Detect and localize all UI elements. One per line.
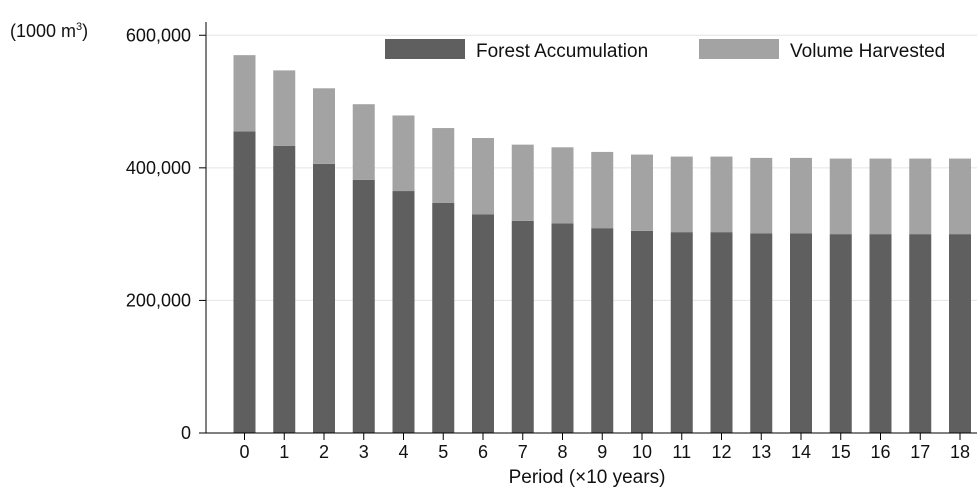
bar-forest-accumulation <box>670 232 693 433</box>
bar-volume-harvested <box>511 144 534 221</box>
x-tick-label: 5 <box>438 442 448 462</box>
bar-volume-harvested <box>750 157 773 234</box>
bar-volume-harvested <box>631 154 653 231</box>
x-tick-label: 8 <box>557 442 567 462</box>
bar-forest-accumulation <box>829 234 852 433</box>
legend-swatch-forest-accumulation <box>385 39 465 59</box>
x-tick-label: 7 <box>518 442 528 462</box>
bar-volume-harvested <box>909 158 932 235</box>
x-tick-label: 17 <box>910 442 930 462</box>
bar-volume-harvested <box>829 158 852 235</box>
bar-volume-harvested <box>352 104 375 180</box>
bar-forest-accumulation <box>909 234 932 433</box>
bar-forest-accumulation <box>750 233 773 433</box>
bar-forest-accumulation <box>432 202 455 433</box>
x-tick-label: 11 <box>672 442 691 462</box>
bar-volume-harvested <box>273 70 296 146</box>
bar-forest-accumulation <box>551 223 574 433</box>
x-tick-label: 12 <box>711 442 731 462</box>
bar-forest-accumulation <box>472 214 494 433</box>
x-tick-label: 1 <box>279 442 289 462</box>
y-unit-prefix: (1000 m <box>10 21 76 41</box>
y-tick-label: 600,000 <box>126 25 191 45</box>
y-tick-label: 0 <box>181 423 191 443</box>
bar-volume-harvested <box>313 88 335 164</box>
y-tick-label: 200,000 <box>126 290 191 310</box>
x-tick-label: 15 <box>831 442 851 462</box>
bar-forest-accumulation <box>511 220 534 433</box>
y-unit-label: (1000 m3) <box>10 21 88 41</box>
x-axis-title: Period (×10 years) <box>509 467 666 488</box>
x-tick-label: 0 <box>239 442 249 462</box>
bar-volume-harvested <box>670 156 693 233</box>
bar-forest-accumulation <box>949 234 971 433</box>
bar-volume-harvested <box>790 157 812 234</box>
legend-swatch-volume-harvested <box>699 39 779 59</box>
bar-volume-harvested <box>710 156 733 233</box>
legend: Forest Accumulation Volume Harvested <box>385 39 945 62</box>
y-tick-label: 400,000 <box>126 158 191 178</box>
bar-forest-accumulation <box>869 234 892 433</box>
bar-volume-harvested <box>949 158 971 235</box>
x-tick-label: 14 <box>791 442 811 462</box>
bar-volume-harvested <box>233 55 256 132</box>
y-axis-ticks: 0 200,000 400,000 600,000 <box>126 25 206 443</box>
bar-volume-harvested <box>392 115 415 192</box>
bar-forest-accumulation <box>790 233 812 433</box>
bar-forest-accumulation <box>631 230 653 433</box>
bars <box>233 55 971 434</box>
x-tick-label: 3 <box>359 442 369 462</box>
bar-volume-harvested <box>591 151 614 229</box>
bar-volume-harvested <box>869 158 892 235</box>
x-tick-label: 2 <box>319 442 329 462</box>
bar-forest-accumulation <box>233 131 256 433</box>
bar-volume-harvested <box>472 138 494 215</box>
bar-forest-accumulation <box>352 179 375 433</box>
x-tick-label: 18 <box>950 442 970 462</box>
bar-volume-harvested <box>551 147 574 224</box>
x-tick-label: 13 <box>751 442 771 462</box>
y-unit-sup: 3 <box>76 21 82 33</box>
bar-forest-accumulation <box>313 163 335 433</box>
bar-volume-harvested <box>432 128 455 203</box>
x-axis-ticks: 0 1 2 3 4 5 6 7 8 9 10 11 12 13 14 15 16 17 18 <box>239 433 970 462</box>
x-tick-label: 10 <box>632 442 652 462</box>
x-tick-label: 16 <box>870 442 890 462</box>
legend-label-forest-accumulation: Forest Accumulation <box>476 41 648 62</box>
x-tick-label: 9 <box>597 442 607 462</box>
x-tick-label: 4 <box>398 442 408 462</box>
bar-forest-accumulation <box>710 232 733 433</box>
bar-forest-accumulation <box>273 145 296 434</box>
y-unit-suffix: ) <box>82 21 88 41</box>
legend-label-volume-harvested: Volume Harvested <box>790 41 945 62</box>
bar-forest-accumulation <box>591 228 614 433</box>
bar-forest-accumulation <box>392 191 415 433</box>
x-tick-label: 6 <box>478 442 488 462</box>
